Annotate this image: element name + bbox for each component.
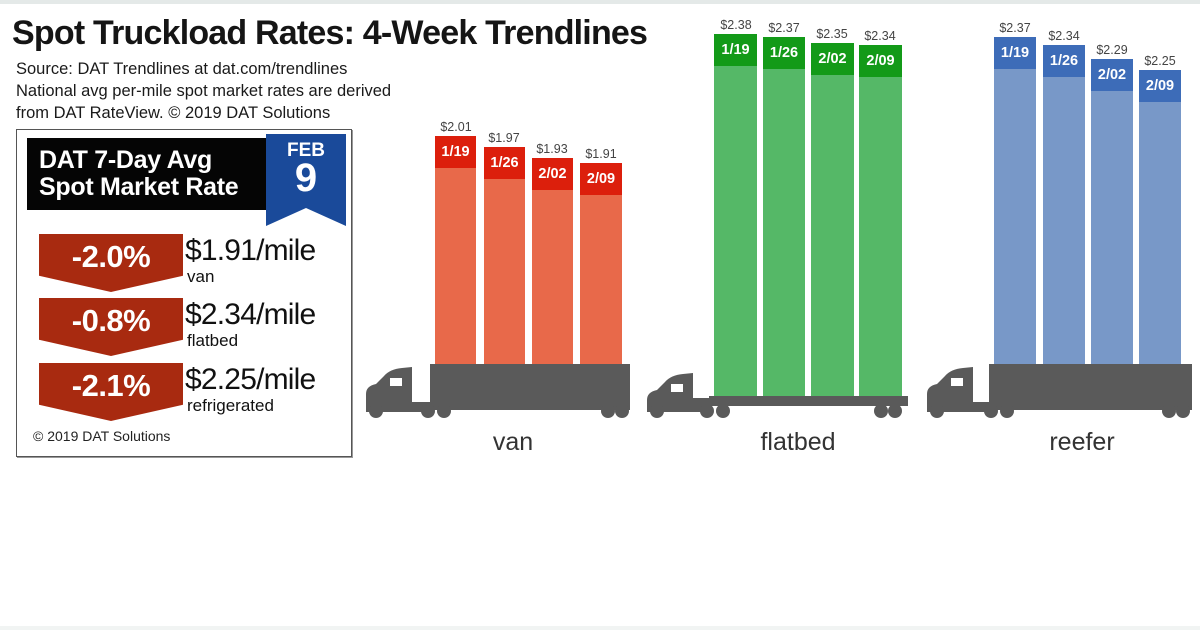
rate-row-flatbed: -0.8% $2.34/mile flatbed — [39, 298, 339, 358]
bar-date-label: 2/02 — [1091, 59, 1133, 91]
bar-van-0202: 2/02 — [532, 158, 573, 368]
bar-date-label: 2/02 — [811, 43, 854, 75]
bar-date-label: 1/19 — [435, 136, 476, 168]
category-label-reefer: reefer — [1049, 428, 1115, 456]
bar-value-label: $2.25 — [1144, 54, 1176, 68]
bar-value-label: $2.29 — [1096, 43, 1128, 57]
top-border — [0, 0, 1200, 4]
bar-van-0126: 1/26 — [484, 147, 525, 368]
bottom-border — [0, 626, 1200, 630]
chart-title: Spot Truckload Rates: 4-Week Trendlines — [12, 14, 648, 52]
category-label-van: van — [492, 428, 534, 456]
source-note: Source: DAT Trendlines at dat.com/trendl… — [16, 58, 391, 124]
ribbon-day: 9 — [294, 156, 318, 200]
rate-type: refrigerated — [187, 396, 274, 415]
bar-value-label: $1.97 — [488, 131, 520, 145]
panel-heading-line: Spot Market Rate — [39, 173, 239, 201]
ribbon-notch — [266, 208, 346, 226]
percent-change: -2.1% — [71, 368, 151, 403]
bar-flatbed-0202: 2/02 — [811, 43, 854, 398]
bar-reefer-0126: 1/26 — [1043, 45, 1085, 368]
panel-heading-line: DAT 7-Day Avg — [39, 146, 212, 174]
rate-summary-panel: DAT 7-Day Avg Spot Market Rate FEB 9 -2.… — [16, 129, 352, 457]
bar-value-label: $1.93 — [536, 142, 568, 156]
bar-date-label: 2/09 — [580, 163, 622, 195]
ribbon-month: FEB — [287, 140, 325, 161]
bar-flatbed-0119: 1/19 — [714, 34, 757, 398]
percent-change: -2.0% — [71, 239, 151, 274]
percent-change: -0.8% — [71, 303, 151, 338]
bar-date-label: 1/19 — [714, 34, 757, 66]
bar-flatbed-0126: 1/26 — [763, 37, 805, 398]
bar-value-label: $2.34 — [864, 29, 896, 43]
rate-value: $1.91/mile — [185, 234, 316, 267]
bar-value-label: $2.35 — [816, 27, 848, 41]
rate-row-van: -2.0% $1.91/mile van — [39, 234, 339, 294]
rate-type: van — [187, 267, 215, 286]
panel-copyright: © 2019 DAT Solutions — [33, 428, 171, 444]
van-truck-icon — [366, 364, 630, 418]
bar-value-label: $2.37 — [999, 21, 1031, 35]
bar-value-label: $1.91 — [585, 147, 617, 161]
bar-value-label: $2.37 — [768, 21, 800, 35]
rate-type: flatbed — [187, 331, 239, 350]
bar-date-label: 1/26 — [484, 147, 525, 179]
bar-value-label: $2.38 — [720, 18, 752, 32]
bar-value-label: $2.34 — [1048, 29, 1080, 43]
bar-reefer-0209: 2/09 — [1139, 70, 1181, 368]
reefer-truck-icon — [927, 364, 1192, 418]
source-line: Source: DAT Trendlines at dat.com/trendl… — [16, 60, 348, 78]
bar-date-label: 1/26 — [1043, 45, 1085, 77]
rate-value: $2.25/mile — [185, 363, 316, 396]
bar-van-0119: 1/19 — [435, 136, 476, 368]
bar-value-label: $2.01 — [440, 120, 472, 134]
rate-value: $2.34/mile — [185, 298, 316, 331]
bar-reefer-0119: 1/19 — [994, 37, 1036, 368]
rate-row-reefer: -2.1% $2.25/mile refrigerated — [39, 363, 339, 423]
bar-flatbed-0209: 2/09 — [859, 45, 902, 398]
bar-reefer-0202: 2/02 — [1091, 59, 1133, 368]
bar-van-0209: 2/09 — [580, 163, 622, 368]
flatbed-truck-icon — [647, 373, 908, 418]
bar-date-label: 2/09 — [1139, 70, 1181, 102]
bar-date-label: 1/19 — [994, 37, 1036, 69]
source-line: National avg per-mile spot market rates … — [16, 82, 392, 100]
category-label-flatbed: flatbed — [760, 428, 836, 456]
date-ribbon: FEB 9 — [266, 134, 346, 226]
source-line: from DAT RateView. © 2019 DAT Solutions — [16, 104, 331, 122]
bar-date-label: 2/09 — [859, 45, 902, 77]
bar-date-label: 1/26 — [763, 37, 805, 69]
bar-date-label: 2/02 — [532, 158, 573, 190]
